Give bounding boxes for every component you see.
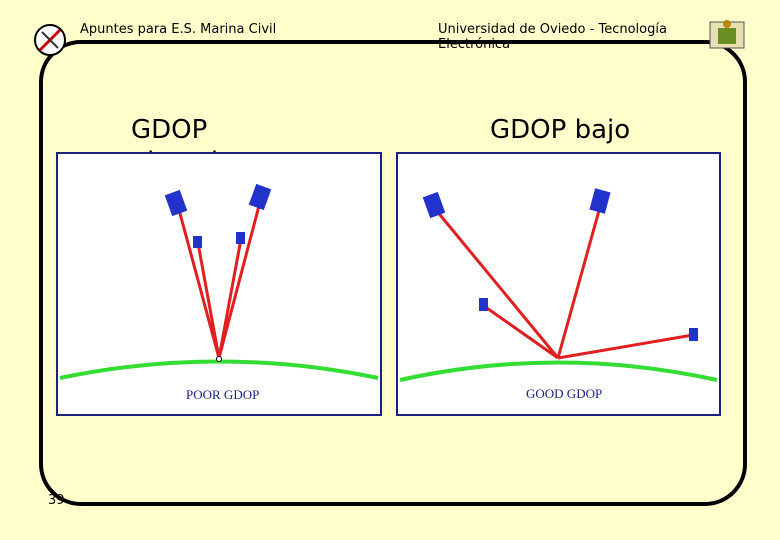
right-logo (709, 20, 745, 49)
figure-caption: POOR GDOP (186, 387, 259, 402)
frame (39, 40, 747, 506)
title-right: GDOP bajo (490, 115, 630, 145)
figure-poor: POOR GDOP (56, 152, 382, 416)
header-right: Universidad de Oviedo - Tecnología Electr… (438, 22, 667, 52)
left-logo (34, 24, 66, 56)
figure-caption: GOOD GDOP (526, 386, 602, 401)
page-number: 39 (48, 493, 65, 508)
header-left: Apuntes para E.S. Marina Civil (80, 22, 276, 37)
figure-good: GOOD GDOP (396, 152, 721, 416)
